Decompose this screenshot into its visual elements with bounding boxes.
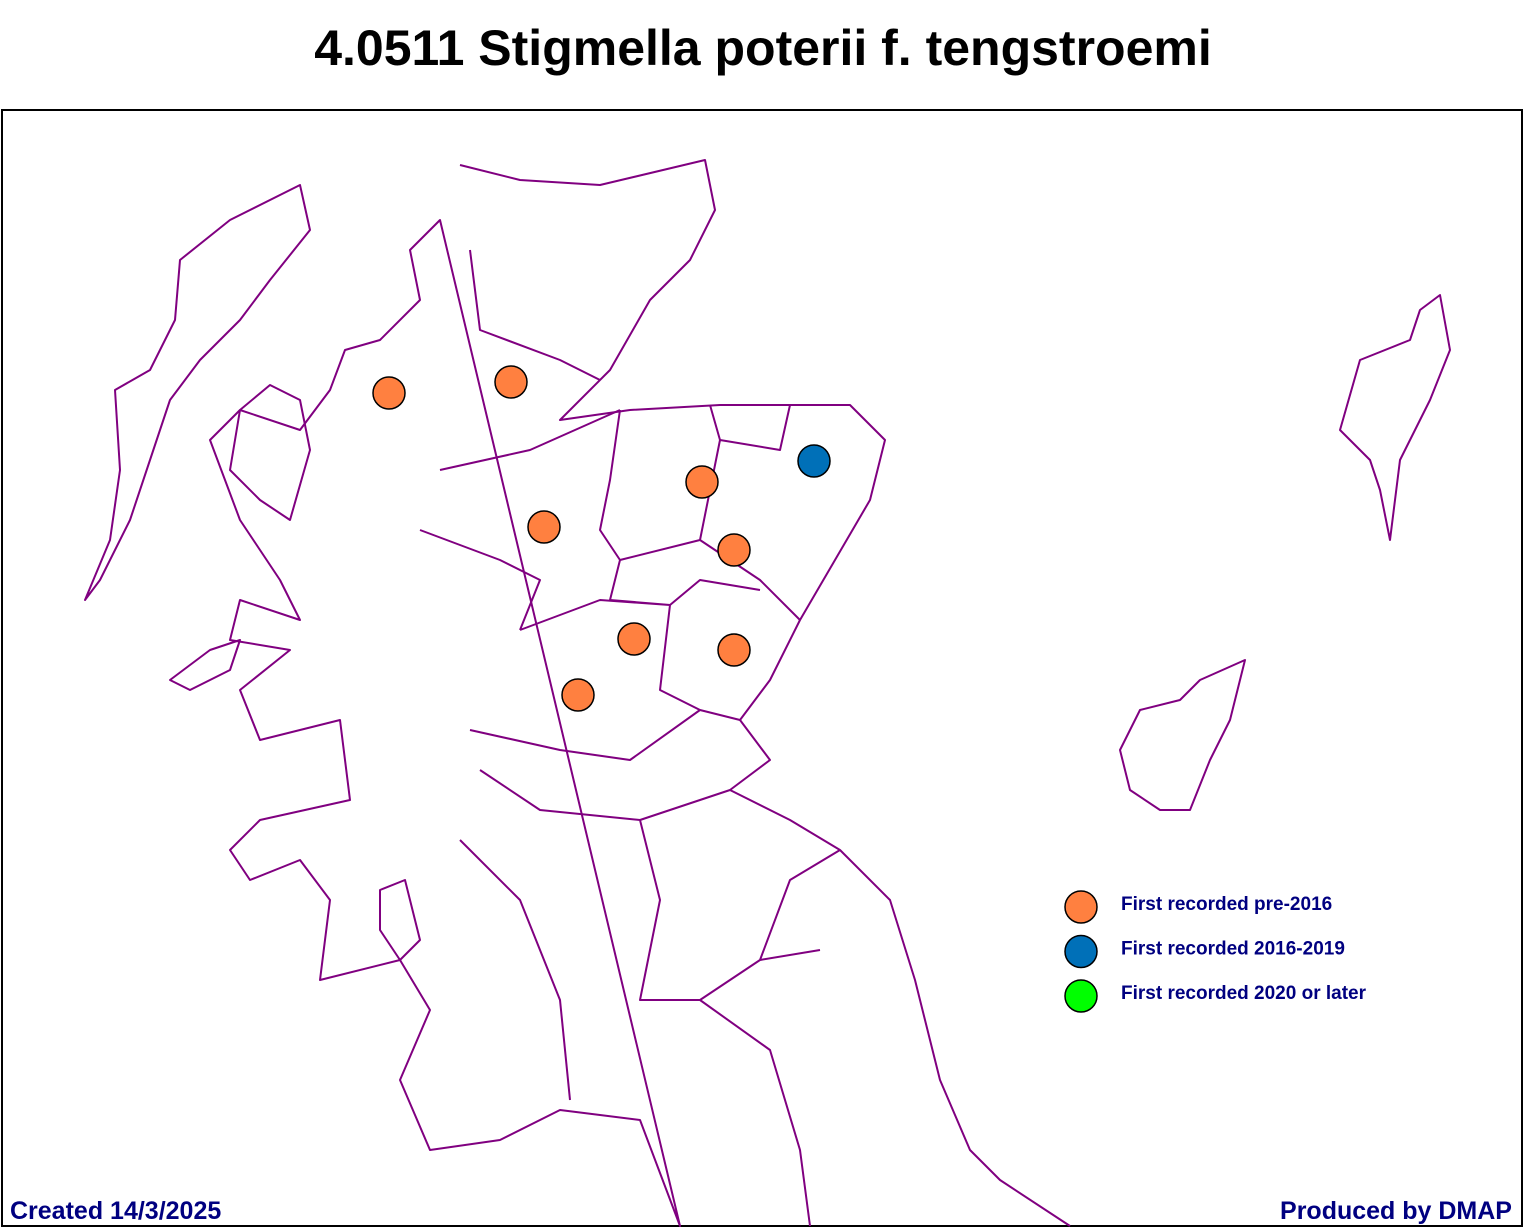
legend-swatch — [1064, 934, 1098, 969]
record-dot — [717, 633, 751, 667]
record-dot — [527, 510, 561, 544]
mull — [169, 639, 241, 691]
legend-swatch — [1064, 890, 1098, 924]
legend: First recorded pre-2016 First recorded 20… — [1064, 890, 1367, 1013]
legend-label: First recorded pre-2016 — [1121, 894, 1332, 915]
skye — [229, 384, 311, 521]
map-title: 4.0511 Stigmella poterii f. tengstroemi — [314, 20, 1212, 76]
legend-label: First recorded 2020 or later — [1121, 983, 1367, 1004]
map-frame — [1, 109, 1523, 1227]
created-date: Created 14/3/2025 — [10, 1197, 221, 1225]
record-dot — [494, 365, 528, 399]
producer: Produced by DMAP — [1280, 1197, 1512, 1225]
record-dot — [717, 533, 751, 567]
legend-label: First recorded 2016-2019 — [1121, 939, 1345, 960]
vice-county-boundaries — [419, 249, 841, 1227]
record-dot — [797, 444, 831, 478]
record-dot — [372, 376, 406, 410]
outer-hebrides — [84, 184, 311, 601]
orkney — [1119, 659, 1246, 811]
record-dot — [561, 678, 595, 712]
record-dot — [685, 465, 719, 499]
records — [372, 365, 831, 712]
shetland — [1339, 294, 1451, 541]
mainland-outline — [209, 159, 1071, 1227]
record-dot — [617, 622, 651, 656]
arran — [379, 879, 421, 961]
map — [84, 159, 1451, 1227]
legend-swatch — [1064, 979, 1098, 1013]
